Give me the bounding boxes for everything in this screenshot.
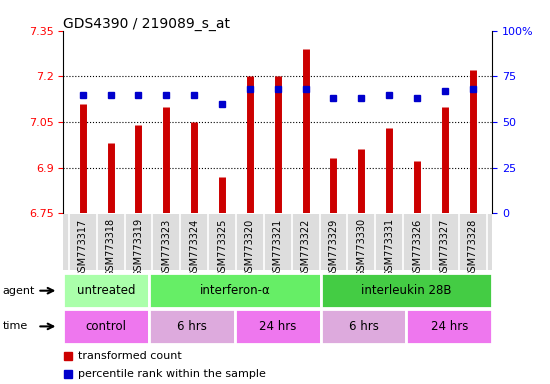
Bar bbox=[321, 309, 406, 344]
Text: interleukin 28B: interleukin 28B bbox=[361, 284, 452, 297]
Text: GSM773326: GSM773326 bbox=[412, 218, 422, 278]
Text: 24 hrs: 24 hrs bbox=[259, 320, 296, 333]
Text: 6 hrs: 6 hrs bbox=[177, 320, 207, 333]
Text: GSM773317: GSM773317 bbox=[78, 218, 88, 278]
Text: GSM773325: GSM773325 bbox=[217, 218, 227, 278]
Text: GSM773323: GSM773323 bbox=[161, 218, 171, 278]
Bar bbox=[406, 309, 492, 344]
Text: transformed count: transformed count bbox=[78, 351, 182, 361]
Text: GSM773324: GSM773324 bbox=[189, 218, 199, 278]
Text: 6 hrs: 6 hrs bbox=[349, 320, 378, 333]
Bar bbox=[63, 273, 149, 308]
Bar bbox=[63, 309, 149, 344]
Text: GSM773327: GSM773327 bbox=[440, 218, 450, 278]
Text: 24 hrs: 24 hrs bbox=[431, 320, 468, 333]
Bar bbox=[321, 273, 492, 308]
Bar bbox=[149, 309, 235, 344]
Text: GSM773320: GSM773320 bbox=[245, 218, 255, 278]
Text: percentile rank within the sample: percentile rank within the sample bbox=[78, 369, 266, 379]
Text: GSM773321: GSM773321 bbox=[273, 218, 283, 278]
Bar bbox=[235, 309, 321, 344]
Text: GSM773331: GSM773331 bbox=[384, 218, 394, 278]
Text: control: control bbox=[86, 320, 126, 333]
Text: GSM773330: GSM773330 bbox=[356, 218, 366, 278]
Text: agent: agent bbox=[3, 286, 35, 296]
Text: GSM773322: GSM773322 bbox=[301, 218, 311, 278]
Text: GSM773329: GSM773329 bbox=[328, 218, 338, 278]
Text: GSM773319: GSM773319 bbox=[134, 218, 144, 278]
Text: time: time bbox=[3, 321, 28, 331]
Text: GSM773318: GSM773318 bbox=[106, 218, 116, 278]
Bar bbox=[149, 273, 321, 308]
Text: interferon-α: interferon-α bbox=[200, 284, 270, 297]
Text: GDS4390 / 219089_s_at: GDS4390 / 219089_s_at bbox=[63, 17, 230, 31]
Text: untreated: untreated bbox=[77, 284, 135, 297]
Text: GSM773328: GSM773328 bbox=[468, 218, 478, 278]
